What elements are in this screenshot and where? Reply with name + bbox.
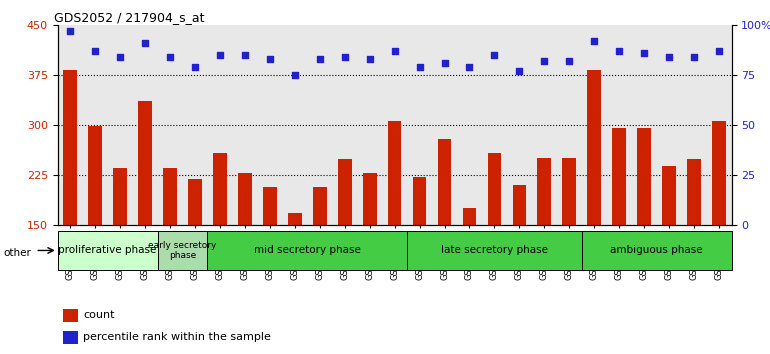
Bar (63, 331, 78, 343)
Bar (63, 70, 77, 225)
Bar (63, 309, 78, 322)
Text: mid secretory phase: mid secretory phase (254, 245, 360, 256)
Text: percentile rank within the sample: percentile rank within the sample (83, 332, 271, 342)
Text: GDS2052 / 217904_s_at: GDS2052 / 217904_s_at (55, 11, 205, 24)
Bar (638, 128, 651, 225)
Bar (288, 213, 302, 225)
Bar (712, 121, 726, 225)
Point (688, 54, 700, 59)
Point (538, 58, 551, 64)
Point (413, 64, 426, 70)
Bar (313, 187, 326, 225)
Point (114, 54, 126, 59)
Point (488, 52, 500, 58)
Point (313, 56, 326, 62)
Bar (537, 158, 551, 225)
FancyBboxPatch shape (582, 231, 732, 270)
Text: other: other (4, 248, 32, 258)
Point (263, 56, 276, 62)
Bar (213, 153, 227, 225)
Point (638, 50, 651, 56)
Text: count: count (83, 310, 115, 320)
Bar (363, 173, 377, 225)
Point (563, 58, 575, 64)
Bar (463, 208, 477, 225)
Point (438, 60, 450, 65)
Bar (139, 102, 152, 225)
Bar (437, 139, 451, 225)
Bar (687, 159, 701, 225)
Point (663, 54, 675, 59)
Bar (263, 187, 276, 225)
Bar (89, 126, 102, 225)
Bar (487, 153, 501, 225)
Point (89, 48, 102, 53)
Bar (662, 166, 676, 225)
Bar (562, 158, 576, 225)
Bar (588, 70, 601, 225)
Point (713, 48, 725, 53)
FancyBboxPatch shape (207, 231, 407, 270)
Point (64, 28, 76, 34)
Bar (513, 185, 526, 225)
Point (514, 68, 526, 74)
FancyBboxPatch shape (58, 231, 158, 270)
Bar (113, 168, 127, 225)
Bar (238, 173, 252, 225)
Bar (188, 179, 202, 225)
Point (388, 48, 400, 53)
Bar (338, 159, 352, 225)
Point (189, 64, 201, 70)
Bar (413, 177, 427, 225)
Text: proliferative phase: proliferative phase (59, 245, 157, 256)
Point (588, 38, 601, 44)
Point (613, 48, 625, 53)
Point (164, 54, 176, 59)
Point (289, 72, 301, 78)
Point (214, 52, 226, 58)
Point (363, 56, 376, 62)
Point (464, 64, 476, 70)
FancyBboxPatch shape (407, 231, 582, 270)
Text: early secretory
phase: early secretory phase (149, 241, 216, 260)
Bar (388, 121, 401, 225)
Text: ambiguous phase: ambiguous phase (611, 245, 703, 256)
Point (139, 40, 151, 46)
Point (239, 52, 251, 58)
Text: late secretory phase: late secretory phase (441, 245, 548, 256)
Bar (163, 168, 177, 225)
Bar (612, 128, 626, 225)
Point (339, 54, 351, 59)
FancyBboxPatch shape (158, 231, 207, 270)
